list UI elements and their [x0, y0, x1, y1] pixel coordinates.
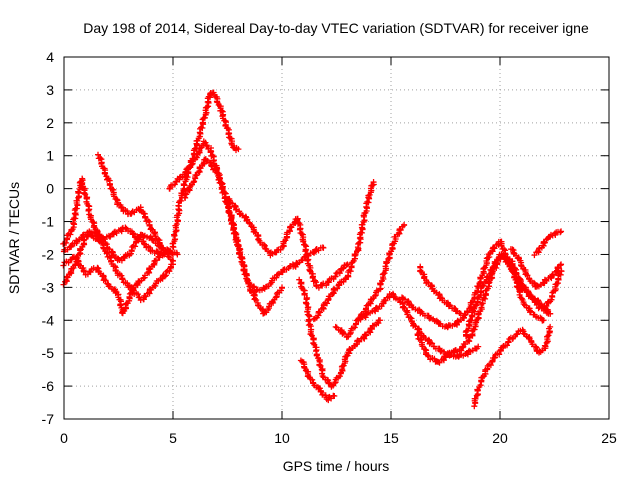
series-marks: [60, 175, 176, 304]
series-marks: [60, 247, 181, 317]
plot-frame: [63, 56, 610, 420]
series-trace-13: [310, 179, 377, 323]
x-tick-label: 25: [601, 430, 617, 446]
series-trace-19: [462, 251, 554, 340]
series-marks: [290, 244, 327, 270]
series-trace-20: [471, 323, 554, 410]
series-marks: [310, 179, 377, 323]
series-marks: [539, 267, 565, 310]
series-trace-18: [417, 263, 464, 317]
series-marks: [531, 228, 565, 259]
series-trace-3: [95, 151, 176, 258]
series-trace-21: [507, 246, 565, 290]
series-marks: [332, 221, 408, 341]
series-marks: [507, 246, 565, 290]
series-trace-8: [181, 156, 296, 295]
x-tick-label: 0: [60, 430, 68, 446]
x-axis-ticks: 0 5 10 15 20 25: [60, 57, 617, 446]
series-trace-12: [297, 357, 338, 404]
y-tick-label: 4: [46, 49, 54, 65]
series-trace-2: [60, 175, 176, 304]
y-tick-label: -6: [42, 378, 55, 394]
series-trace-23: [539, 267, 565, 310]
y-tick-label: 0: [46, 181, 54, 197]
data-series: [60, 89, 565, 410]
series-trace-11: [296, 276, 384, 390]
series-marks: [181, 156, 296, 295]
series-marks: [296, 276, 384, 390]
x-axis-title: GPS time / hours: [283, 458, 390, 474]
series-marks: [471, 323, 554, 410]
series-trace-14: [332, 221, 408, 341]
x-tick-label: 15: [383, 430, 399, 446]
y-tick-label: 3: [46, 82, 54, 98]
y-tick-label: -2: [42, 246, 55, 262]
x-tick-label: 5: [169, 430, 177, 446]
series-marks: [462, 251, 554, 340]
chart-title: Day 198 of 2014, Sidereal Day-to-day VTE…: [83, 20, 589, 36]
y-tick-label: 1: [46, 148, 54, 164]
series-marks: [95, 151, 176, 258]
x-tick-label: 10: [274, 430, 290, 446]
series-trace-10: [290, 244, 327, 270]
y-tick-label: -7: [42, 411, 55, 427]
y-tick-label: -3: [42, 279, 55, 295]
series-trace-22: [531, 228, 565, 259]
series-trace-4: [60, 247, 181, 317]
y-tick-label: -1: [42, 214, 55, 230]
y-axis-ticks: -7 -6 -5 -4 -3 -2 -1 0 1 2 3 4: [42, 49, 609, 427]
x-tick-label: 20: [492, 430, 508, 446]
series-marks: [417, 263, 464, 317]
grid-lines: [64, 57, 609, 419]
series-marks: [297, 357, 338, 404]
y-tick-label: 2: [46, 115, 54, 131]
y-tick-label: -4: [42, 312, 55, 328]
y-axis-title: SDTVAR / TECUs: [6, 182, 22, 294]
y-tick-label: -5: [42, 345, 55, 361]
